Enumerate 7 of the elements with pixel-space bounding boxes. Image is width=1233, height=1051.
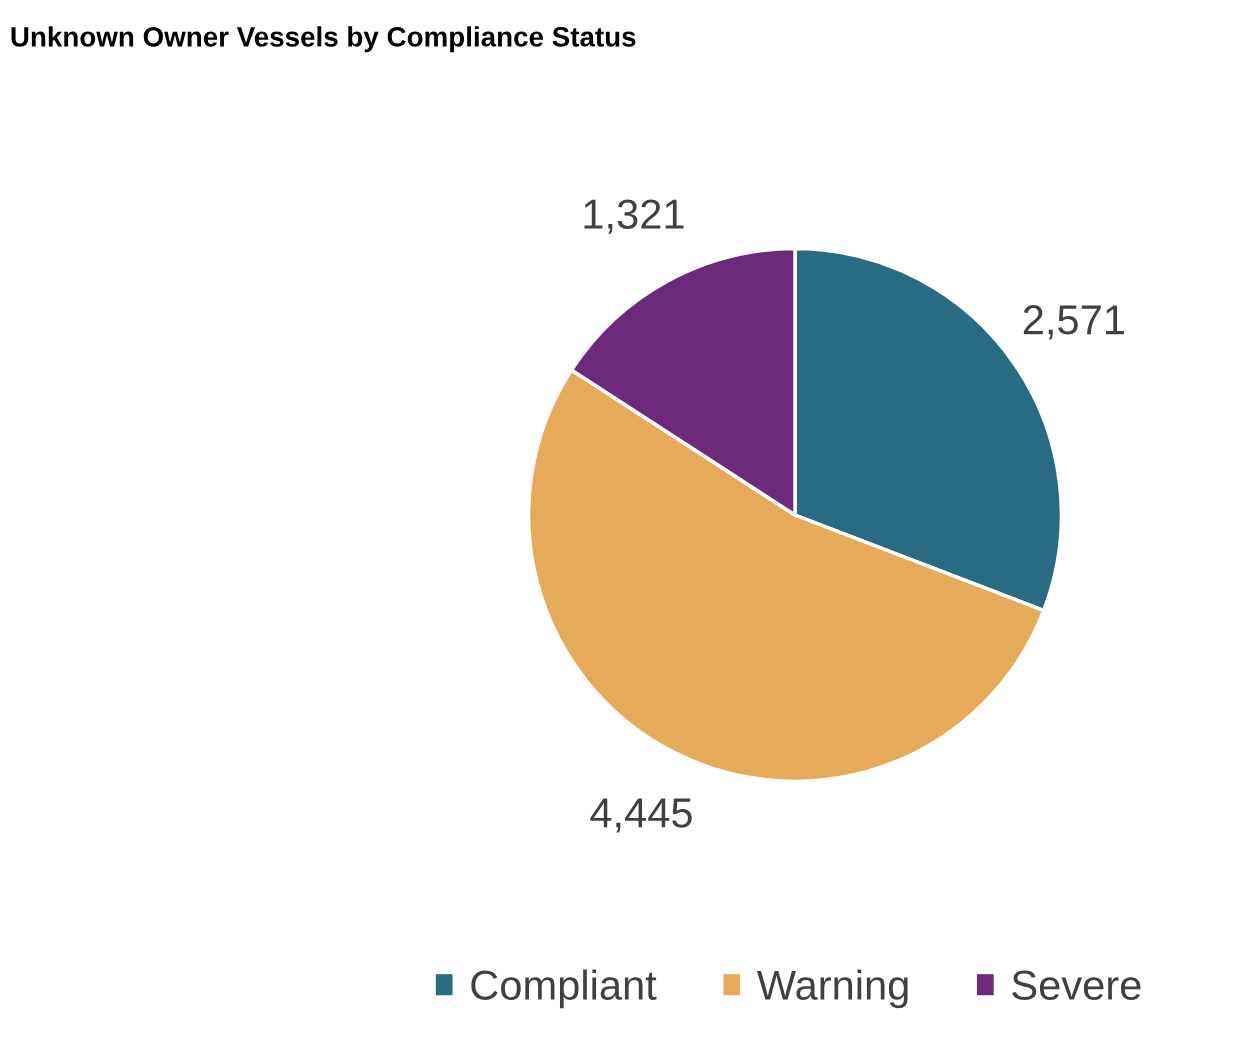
data-label: 1,321 <box>584 199 684 234</box>
legend-label: Severe <box>1012 970 1141 1001</box>
legend-label: Warning <box>756 969 908 1009</box>
chart-title: Unknown Owner Vessels by Compliance Status <box>11 26 636 53</box>
data-label: 2,571 <box>1023 305 1124 340</box>
data-label: 4,445 <box>590 798 692 833</box>
legend-label: Compliant <box>471 969 657 1009</box>
